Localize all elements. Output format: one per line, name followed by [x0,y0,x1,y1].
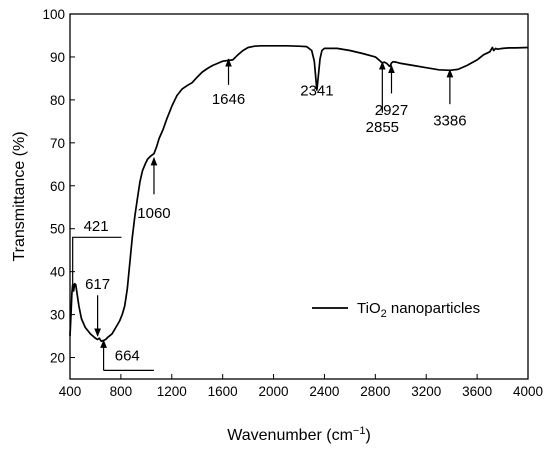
x-tick-label: 400 [59,384,82,399]
x-tick-label: 2800 [360,384,390,399]
x-tick-label: 3200 [411,384,441,399]
peak-label: 2855 [366,119,399,136]
peak-label: 3386 [433,113,466,130]
peak-label: 421 [84,218,109,235]
y-axis-title: Transmittance (%) [11,131,28,261]
y-tick-label: 60 [50,179,65,194]
x-tick-label: 2000 [259,384,289,399]
peak-label: 664 [115,348,140,365]
legend: TiO2 nanoparticles [312,300,480,320]
peak-label: 1060 [137,205,170,222]
peak-label: 1646 [212,91,245,108]
y-tick-label: 70 [50,136,65,151]
peak-bracket [72,236,122,285]
y-tick-label: 100 [42,7,65,22]
y-tick-label: 20 [50,351,65,366]
x-tick-label: 2400 [309,384,339,399]
peak-label: 2927 [375,102,408,119]
y-tick-label: 80 [50,93,65,108]
peak-label: 2341 [300,83,333,100]
y-tick-label: 90 [50,50,65,65]
x-axis-title: Wavenumber (cm−1) [227,425,371,444]
series-line [69,44,529,343]
peak-label: 617 [85,276,110,293]
legend-label: TiO2 nanoparticles [357,300,480,320]
x-tick-label: 4000 [513,384,543,399]
plot-frame [69,13,529,380]
x-tick-label: 800 [110,384,133,399]
x-tick-label: 3600 [462,384,492,399]
y-tick-label: 30 [50,308,65,323]
y-tick-label: 40 [50,265,65,280]
y-tick-label: 50 [50,222,65,237]
x-tick-label: 1600 [208,384,238,399]
x-tick-label: 1200 [157,384,187,399]
